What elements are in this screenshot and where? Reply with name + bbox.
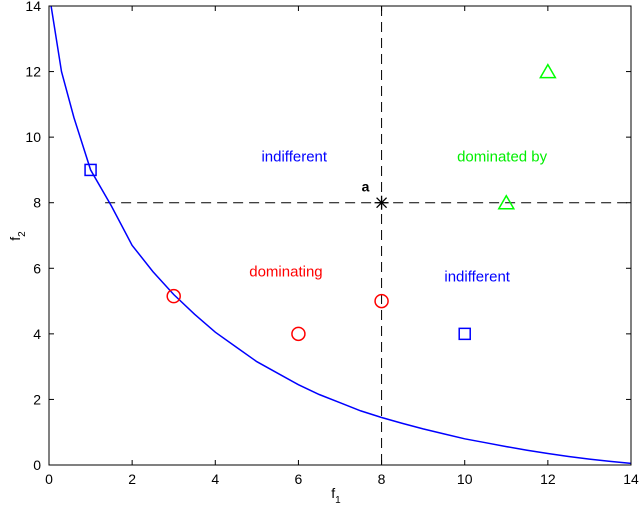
x-tick-label-1: 2 xyxy=(128,471,136,487)
circle-marker-0 xyxy=(166,288,181,304)
plot-frame xyxy=(48,5,632,466)
x-tick-label-6: 12 xyxy=(540,471,556,487)
y-tick-label-7: 14 xyxy=(25,0,41,14)
x-axis-label-main: f xyxy=(331,485,335,501)
x-tick-label-0: 0 xyxy=(45,471,53,487)
reference-point-label: a xyxy=(362,179,370,195)
reference-dashed-lines xyxy=(105,6,631,465)
x-tick-label-4: 8 xyxy=(378,471,386,487)
x-tick-label-7: 14 xyxy=(623,471,639,487)
reference-point-marker xyxy=(374,195,389,210)
x-axis-label: f1 xyxy=(331,485,341,506)
x-tick-label-2: 4 xyxy=(211,471,219,487)
markers-layer: a xyxy=(84,63,557,342)
y-axis-label-main: f xyxy=(7,237,23,241)
region-label-2: dominating xyxy=(249,263,322,280)
triangle-marker-0 xyxy=(497,194,516,210)
square-marker-0 xyxy=(84,163,97,177)
region-label-1: dominated by xyxy=(457,149,548,166)
plot-background xyxy=(49,6,631,465)
x-axis-label-sub: 1 xyxy=(335,495,341,506)
y-axis-label: f2 xyxy=(7,231,28,241)
circle-marker-1 xyxy=(291,326,306,342)
annotations-layer: indifferent dominated by dominating indiffe… xyxy=(249,149,547,286)
y-tick-label-1: 2 xyxy=(33,391,41,407)
ticks-layer: 0 2 4 6 8 10 12 14 0 2 4 6 8 10 12 14 xyxy=(25,0,639,487)
y-tick-label-0: 0 xyxy=(33,457,41,473)
x-tick-label-3: 6 xyxy=(295,471,303,487)
circle-marker-2 xyxy=(374,293,389,309)
y-tick-label-2: 4 xyxy=(33,326,41,342)
triangle-marker-1 xyxy=(539,63,557,79)
x-tick-label-5: 10 xyxy=(457,471,473,487)
region-label-3: indifferent xyxy=(444,268,510,285)
pareto-front-curve xyxy=(50,5,632,465)
pareto-front-layer xyxy=(50,5,632,465)
square-marker-1 xyxy=(458,327,471,341)
region-label-0: indifferent xyxy=(261,149,327,166)
y-tick-label-3: 6 xyxy=(33,260,41,276)
asterisk-d2 xyxy=(376,197,388,209)
y-tick-label-4: 8 xyxy=(33,195,41,211)
y-axis-label-sub: 2 xyxy=(17,231,28,237)
y-tick-label-6: 12 xyxy=(25,64,41,80)
y-tick-label-5: 10 xyxy=(25,129,41,145)
